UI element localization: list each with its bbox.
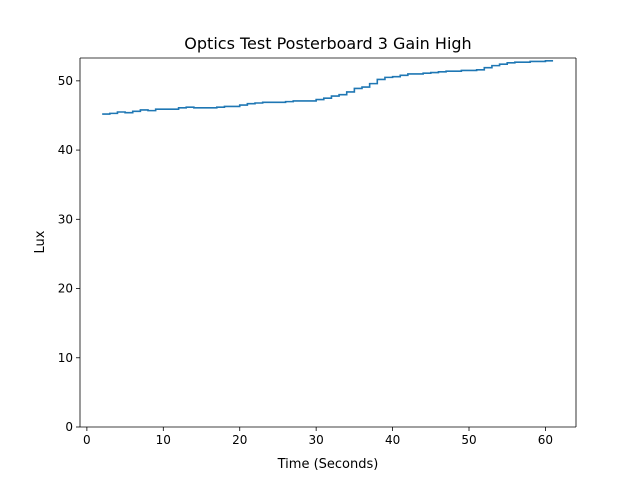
x-tick-label: 20 bbox=[232, 433, 247, 447]
series-line bbox=[102, 59, 554, 115]
y-tick-label: 50 bbox=[58, 74, 73, 88]
x-tick-label: 10 bbox=[156, 433, 171, 447]
x-axis-label: Time (Seconds) bbox=[277, 457, 379, 472]
x-tick-label: 0 bbox=[83, 433, 91, 447]
chart-title: Optics Test Posterboard 3 Gain High bbox=[184, 34, 471, 53]
x-tick-label: 50 bbox=[461, 433, 476, 447]
y-tick-label: 10 bbox=[58, 351, 73, 365]
y-tick-label: 30 bbox=[58, 212, 73, 226]
y-tick-label: 0 bbox=[65, 420, 73, 434]
y-tick-label: 40 bbox=[58, 143, 73, 157]
x-tick-label: 40 bbox=[385, 433, 400, 447]
x-tick-label: 60 bbox=[538, 433, 553, 447]
y-tick-label: 20 bbox=[58, 282, 73, 296]
x-tick-label: 30 bbox=[309, 433, 324, 447]
y-axis-label: Lux bbox=[33, 230, 48, 253]
plot-area: 0 10 20 30 40 50 60 0 10 20 30 40 50 bbox=[58, 57, 577, 447]
